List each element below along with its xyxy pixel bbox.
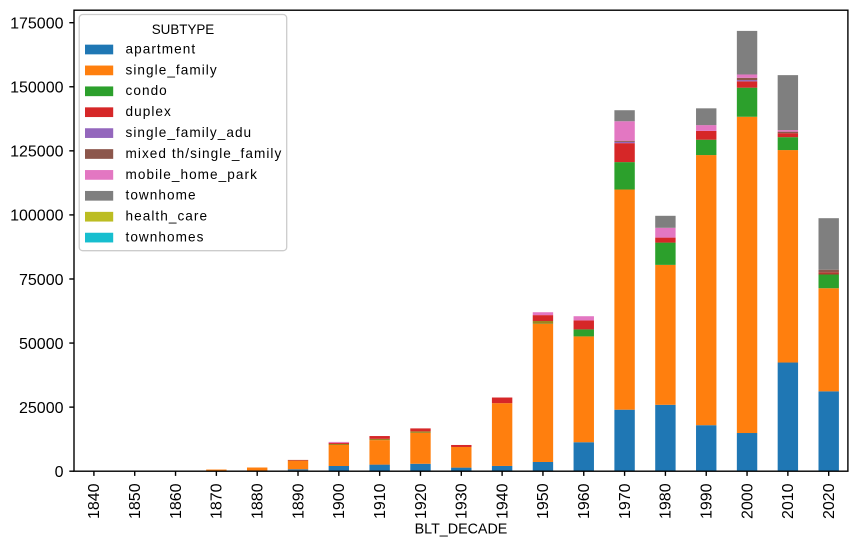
- svg-text:1930: 1930: [454, 483, 471, 519]
- svg-text:100000: 100000: [10, 208, 63, 225]
- svg-text:2010: 2010: [780, 483, 797, 519]
- svg-text:125000: 125000: [10, 144, 63, 161]
- svg-text:1960: 1960: [576, 483, 593, 519]
- svg-text:1970: 1970: [617, 483, 634, 519]
- svg-text:1940: 1940: [494, 483, 511, 519]
- svg-text:duplex: duplex: [126, 104, 172, 119]
- svg-text:1900: 1900: [331, 483, 348, 519]
- svg-text:1910: 1910: [372, 483, 389, 519]
- svg-text:75000: 75000: [19, 272, 64, 289]
- svg-text:SUBTYPE: SUBTYPE: [152, 22, 215, 37]
- svg-text:1870: 1870: [209, 483, 226, 519]
- svg-text:1860: 1860: [168, 483, 185, 519]
- svg-text:50000: 50000: [19, 336, 64, 353]
- svg-text:single_family_adu: single_family_adu: [126, 125, 253, 140]
- svg-text:1880: 1880: [249, 483, 266, 519]
- svg-text:apartment: apartment: [126, 41, 197, 56]
- svg-text:2020: 2020: [821, 483, 838, 519]
- svg-text:2000: 2000: [739, 483, 756, 519]
- svg-text:1920: 1920: [413, 483, 430, 519]
- svg-text:175000: 175000: [10, 16, 63, 33]
- svg-text:0: 0: [55, 464, 64, 481]
- svg-text:health_care: health_care: [126, 209, 209, 224]
- svg-text:BLT_DECADE: BLT_DECADE: [415, 522, 508, 538]
- svg-text:condo: condo: [126, 83, 168, 98]
- svg-text:1850: 1850: [127, 483, 144, 519]
- svg-text:single_family: single_family: [126, 62, 218, 77]
- svg-text:25000: 25000: [19, 400, 64, 417]
- svg-text:1990: 1990: [699, 483, 716, 519]
- svg-text:1840: 1840: [86, 483, 103, 519]
- svg-text:townhomes: townhomes: [126, 230, 205, 245]
- svg-text:1890: 1890: [290, 483, 307, 519]
- svg-text:1950: 1950: [535, 483, 552, 519]
- svg-text:townhome: townhome: [126, 188, 197, 203]
- svg-text:1980: 1980: [658, 483, 675, 519]
- svg-text:mobile_home_park: mobile_home_park: [126, 167, 258, 182]
- svg-text:150000: 150000: [10, 80, 63, 97]
- svg-text:mixed th/single_family: mixed th/single_family: [126, 146, 283, 161]
